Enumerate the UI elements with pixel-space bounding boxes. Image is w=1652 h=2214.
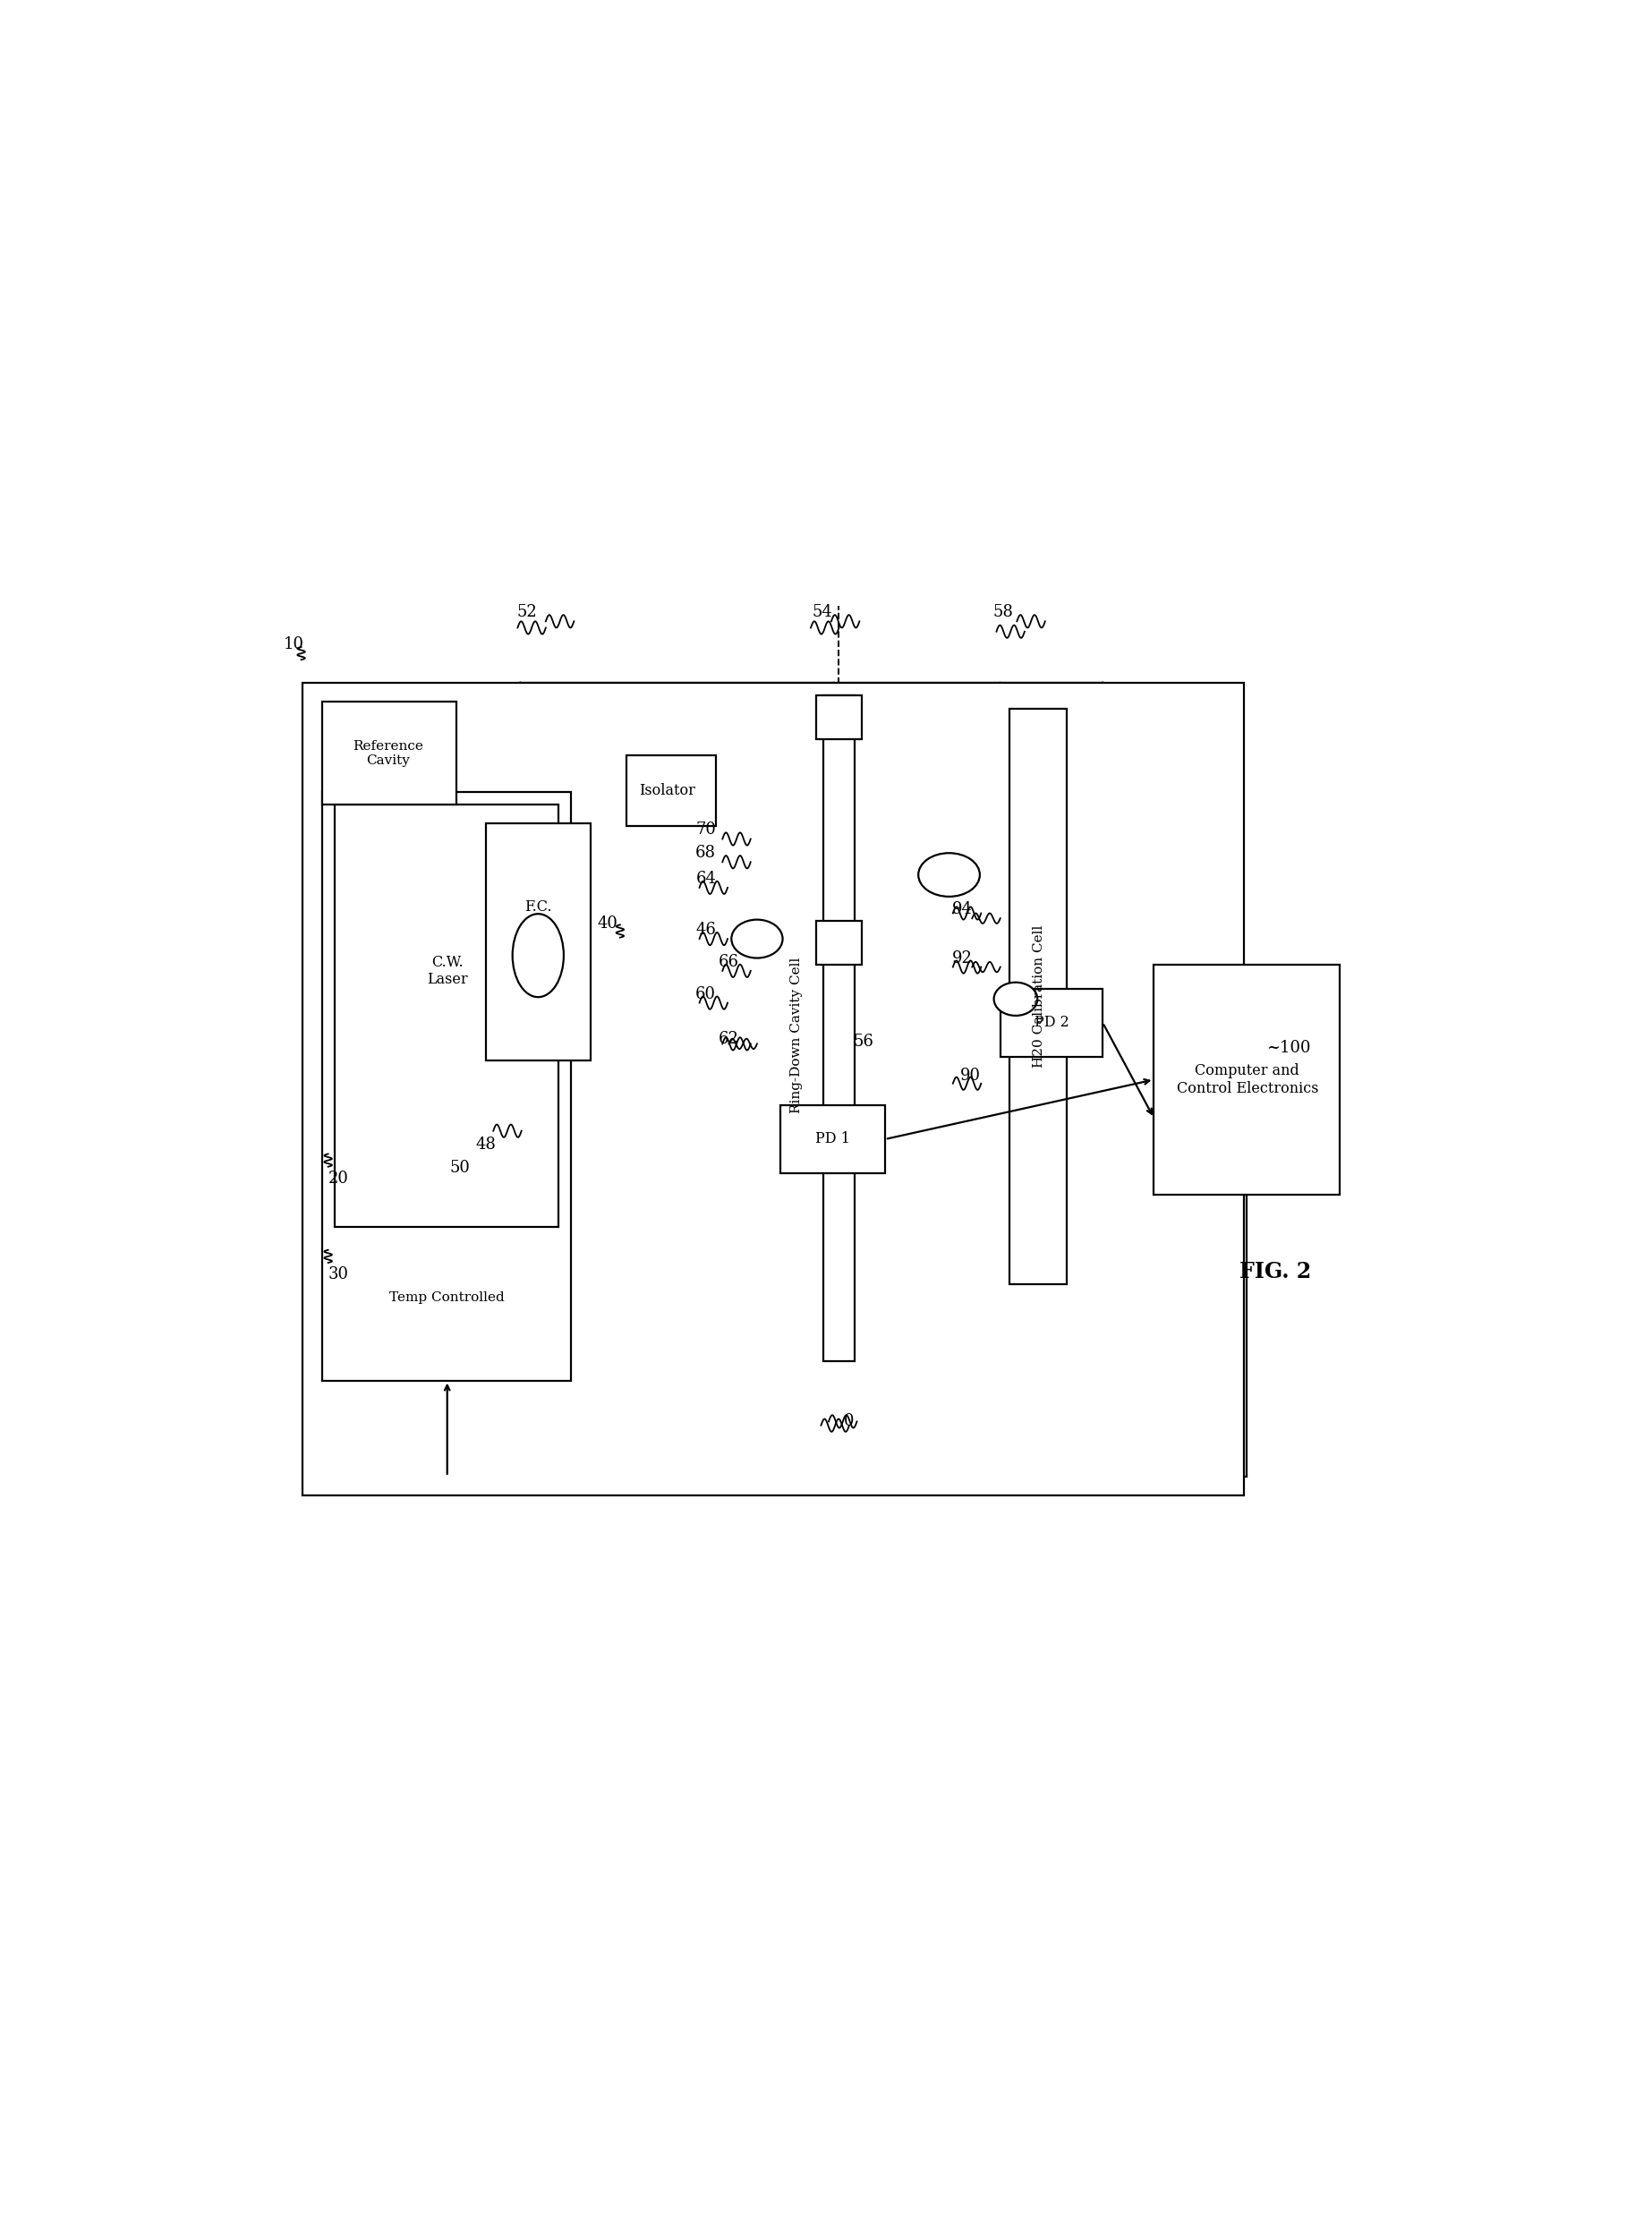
Text: 70: 70 xyxy=(695,821,715,839)
Bar xyxy=(816,921,862,965)
Text: 48: 48 xyxy=(476,1138,496,1153)
Ellipse shape xyxy=(995,983,1037,1016)
Text: H20 Calibration Cell: H20 Calibration Cell xyxy=(1032,925,1046,1067)
Ellipse shape xyxy=(919,852,980,897)
Bar xyxy=(302,682,1244,1497)
Text: 40: 40 xyxy=(596,914,618,932)
Text: 54: 54 xyxy=(813,604,833,620)
Ellipse shape xyxy=(732,919,783,959)
Text: 20: 20 xyxy=(329,1171,349,1187)
Text: Reference
Cavity: Reference Cavity xyxy=(354,739,423,766)
Text: C.W.
Laser: C.W. Laser xyxy=(426,954,468,987)
Text: F.C.: F.C. xyxy=(524,899,552,914)
Text: 94: 94 xyxy=(952,901,971,917)
Text: 52: 52 xyxy=(517,604,537,620)
Bar xyxy=(626,755,715,826)
Text: ~100: ~100 xyxy=(1265,1041,1310,1056)
Bar xyxy=(486,824,591,1061)
Ellipse shape xyxy=(512,914,563,996)
Bar xyxy=(1153,965,1340,1196)
Bar xyxy=(824,695,854,1362)
Text: 60: 60 xyxy=(695,985,715,1003)
Bar xyxy=(322,702,456,804)
Bar xyxy=(816,695,862,739)
Text: 66: 66 xyxy=(719,954,738,970)
Text: Computer and
Control Electronics: Computer and Control Electronics xyxy=(1176,1063,1318,1096)
Text: 62: 62 xyxy=(719,1032,738,1047)
Bar xyxy=(322,793,572,1382)
Text: 64: 64 xyxy=(695,870,715,888)
Text: 46: 46 xyxy=(695,921,715,939)
Text: 30: 30 xyxy=(329,1266,349,1282)
Text: 58: 58 xyxy=(993,604,1013,620)
Text: Temp Controlled: Temp Controlled xyxy=(390,1291,506,1304)
Bar xyxy=(780,1105,885,1173)
Text: 10: 10 xyxy=(282,635,304,653)
Text: 92: 92 xyxy=(952,950,971,965)
Text: PD 2: PD 2 xyxy=(1034,1014,1069,1030)
Bar xyxy=(1001,990,1104,1056)
Text: Isolator: Isolator xyxy=(639,784,695,799)
Text: 56: 56 xyxy=(852,1034,874,1049)
Text: 50: 50 xyxy=(449,1160,471,1176)
Text: PD 1: PD 1 xyxy=(814,1131,851,1147)
Text: 0: 0 xyxy=(844,1413,854,1430)
Bar xyxy=(1009,708,1067,1284)
Text: 90: 90 xyxy=(960,1067,981,1085)
Bar xyxy=(334,804,558,1227)
Text: Ring-Down Cavity Cell: Ring-Down Cavity Cell xyxy=(790,956,803,1114)
Text: FIG. 2: FIG. 2 xyxy=(1239,1262,1312,1282)
Text: 68: 68 xyxy=(695,846,715,861)
